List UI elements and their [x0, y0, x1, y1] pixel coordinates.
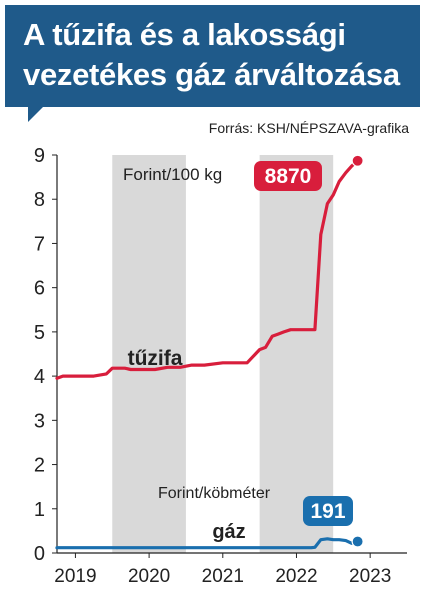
chart-axes: 0 1 2 3 4 5 6 7 8 9 2019 2020 2021 2022 2023 — [34, 145, 407, 587]
fuelwood-price-line — [55, 159, 360, 380]
x-tick-label: 2022 — [275, 566, 317, 587]
source-credit: Forrás: KSH/NÉPSZAVA-grafika — [208, 120, 409, 136]
y-tick-label: 4 — [34, 366, 45, 388]
gas-price-line — [55, 537, 360, 550]
year-band — [57, 155, 113, 553]
year-band — [259, 155, 334, 553]
fuelwood-value-badge — [254, 161, 322, 191]
chart-title-line-1: A tűzifa és a lakossági — [23, 17, 346, 52]
x-tick-label: 2023 — [349, 566, 391, 587]
chart-title: A tűzifa és a lakossági vezetékes gáz ár… — [23, 15, 423, 95]
gas-value-badge — [303, 496, 353, 526]
x-tick-label: 2019 — [54, 566, 96, 587]
fuelwood-unit-label: Forint/100 kg — [123, 165, 222, 184]
gas-unit-label: Forint/köbméter — [158, 485, 271, 502]
y-tick-label: 7 — [34, 233, 45, 255]
year-band — [185, 155, 260, 553]
year-band — [112, 155, 186, 553]
y-tick-label: 3 — [34, 410, 45, 432]
y-tick-label: 2 — [34, 455, 45, 477]
title-banner-tail — [28, 106, 44, 122]
fuelwood-series-label: tűzifa — [128, 347, 183, 370]
year-band — [333, 155, 407, 553]
title-banner: A tűzifa és a lakossági vezetékes gáz ár… — [5, 5, 420, 107]
fuelwood-value-text: 8870 — [265, 165, 312, 188]
y-tick-label: 8 — [34, 189, 45, 211]
x-tick-label: 2020 — [128, 566, 170, 587]
chart-title-line-2: vezetékes gáz árváltozása — [23, 57, 400, 92]
y-tick-label: 0 — [34, 543, 45, 565]
gas-value-text: 191 — [310, 500, 345, 523]
chart-series — [55, 154, 364, 550]
year-bands — [57, 155, 407, 553]
y-tick-label: 5 — [34, 322, 45, 344]
y-tick-label: 6 — [34, 278, 45, 300]
y-tick-label: 1 — [34, 499, 45, 521]
fuelwood-end-dot — [351, 154, 364, 167]
gas-end-dot — [351, 535, 364, 548]
y-tick-label: 9 — [34, 145, 45, 167]
gas-series-label: gáz — [212, 521, 245, 543]
x-tick-label: 2021 — [202, 566, 244, 587]
series-labels: Forint/100 kg 8870 tűzifa Forint/köbméter 19… — [123, 161, 353, 543]
